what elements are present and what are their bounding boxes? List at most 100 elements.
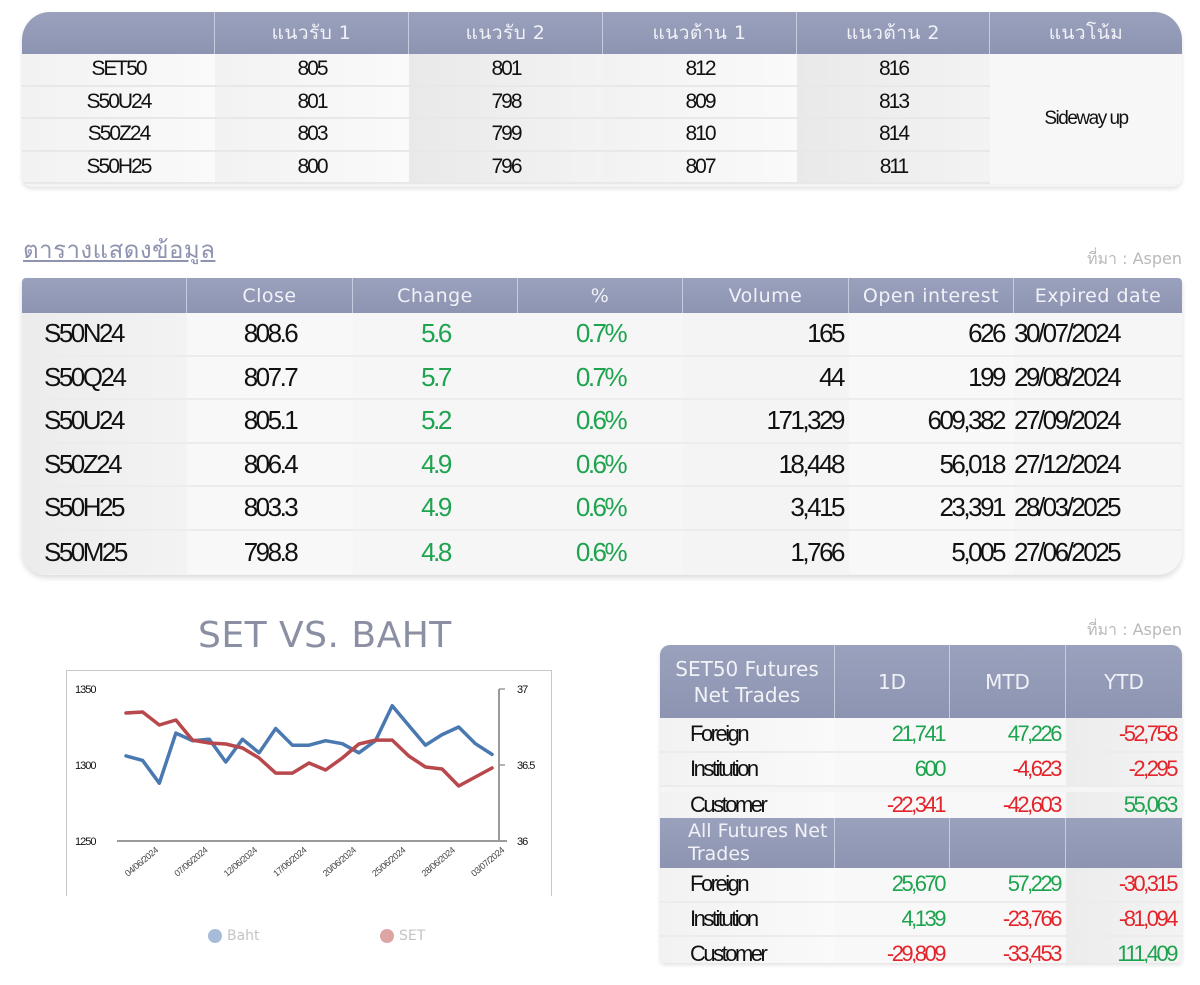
sr-resistance-2: 816 [797,54,990,87]
volume-cell: 18,448 [683,443,849,485]
value-ytd: -81,094 [1066,902,1182,935]
value-mtd: 47,226 [950,718,1066,751]
table-row: Institution 600 -4,623 -2,295 [660,752,1182,787]
data-header-open-interest: Open interest [849,278,1014,313]
net-trades-source: ที่มา : Aspen [1086,620,1182,639]
x-axis-tick: 04/06/2024 [123,845,160,879]
all-futures-header-blank [835,818,950,868]
symbol-cell: S50M25 [22,530,187,574]
volume-cell: 1,766 [683,530,849,574]
percent-cell: 0.6% [518,530,683,574]
net-trades-table: SET50 Futures Net Trades 1D MTD YTD Fore… [660,645,1182,963]
legend-dot-icon [380,929,394,943]
value-mtd: -4,623 [950,752,1066,785]
table-row: Foreign 21,741 47,226 -52,758 [660,718,1182,753]
sr-header-resistance-1: แนวต้าน 1 [603,12,797,54]
sr-header-support-1: แนวรับ 1 [215,12,409,54]
change-cell: 4.9 [353,443,518,485]
value-mtd: -33,453 [950,937,1066,963]
right-axis-tick: 37 [517,684,528,696]
symbol-cell: S50H25 [22,487,187,529]
left-axis-tick: 1350 [75,684,96,696]
sr-resistance-1: 809 [603,86,797,119]
legend-dot-icon [208,929,222,943]
expired-date-cell: 30/07/2024 [1014,313,1182,355]
data-table-source: ที่มา : Aspen [1086,249,1182,268]
close-cell: 805.1 [187,400,353,442]
investor-label: Customer [660,792,835,818]
legend-item-baht: Baht [208,928,260,944]
percent-cell: 0.6% [518,400,683,442]
close-cell: 808.6 [187,313,353,355]
volume-cell: 171,329 [683,400,849,442]
value-1d: 21,741 [835,718,950,751]
data-header-row: Close Change % Volume Open interest Expi… [22,278,1182,313]
expired-date-cell: 28/03/2025 [1014,487,1182,529]
all-futures-header-blank [1066,818,1182,868]
sr-header-support-2: แนวรับ 2 [409,12,603,54]
sr-symbol: SET50 [22,54,215,87]
change-cell: 5.6 [353,313,518,355]
legend-label: SET [399,928,426,944]
data-header-symbol [22,278,187,313]
data-header-change: Change [353,278,518,313]
chart-legend: Baht SET [208,928,448,950]
x-axis-tick: 28/06/2024 [420,845,457,879]
support-resistance-table: แนวรับ 1 แนวรับ 2 แนวต้าน 1 แนวต้าน 2 แน… [22,12,1182,187]
sr-header-trend: แนวโน้ม [1048,22,1124,44]
value-ytd: 55,063 [1066,792,1182,818]
sr-resistance-1: 812 [603,54,797,87]
all-futures-header-row: All Futures Net Trades [660,818,1182,868]
symbol-cell: S50U24 [22,400,187,442]
right-axis-tick: 36 [517,836,528,848]
table-row: S50M25 798.8 4.8 0.6% 1,766 5,005 27/06/… [22,530,1182,574]
table-row: S50Q24 807.7 5.7 0.7% 44 199 29/08/2024 [22,356,1182,400]
net-trades-header-row: SET50 Futures Net Trades 1D MTD YTD [660,645,1182,718]
sr-resistance-1: 807 [603,151,797,184]
sr-resistance-2: 811 [797,151,990,184]
value-mtd: 57,229 [950,868,1066,901]
sr-symbol: S50Z24 [22,119,215,152]
table-row: S50U24 805.1 5.2 0.6% 171,329 609,382 27… [22,400,1182,444]
change-cell: 4.8 [353,530,518,574]
chart-title: SET VS. BAHT [198,615,452,656]
investor-label: Foreign [660,868,835,901]
open-interest-cell: 56,018 [849,443,1014,485]
volume-cell: 44 [683,356,849,398]
futures-data-table: Close Change % Volume Open interest Expi… [22,278,1182,575]
sr-resistance-1: 810 [603,119,797,152]
open-interest-cell: 199 [849,356,1014,398]
series-line-set [124,710,494,788]
table-row: S50Z24 806.4 4.9 0.6% 18,448 56,018 27/1… [22,443,1182,487]
sr-support-2: 796 [409,151,603,184]
sr-support-1: 805 [215,54,409,87]
value-ytd: 111,409 [1066,937,1182,963]
expired-date-cell: 27/12/2024 [1014,443,1182,485]
left-axis-tick: 1250 [75,836,96,848]
change-cell: 5.2 [353,400,518,442]
change-cell: 4.9 [353,487,518,529]
sr-resistance-2: 813 [797,86,990,119]
sr-support-2: 799 [409,119,603,152]
legend-item-set: SET [380,928,425,944]
table-row: Customer -29,809 -33,453 111,409 [660,937,1182,963]
table-row: S50N24 808.6 5.6 0.7% 165 626 30/07/2024 [22,313,1182,357]
sr-header-blank [22,12,215,54]
value-1d: 25,670 [835,868,950,901]
investor-label: Institution [660,752,835,785]
open-interest-cell: 609,382 [849,400,1014,442]
value-ytd: -2,295 [1066,752,1182,785]
table-row: S50H25 803.3 4.9 0.6% 3,415 23,391 28/03… [22,487,1182,531]
table-row: Institution 4,139 -23,766 -81,094 [660,902,1182,937]
net-header-mtd: MTD [950,645,1066,718]
expired-date-cell: 29/08/2024 [1014,356,1182,398]
sr-symbol: S50U24 [22,86,215,119]
investor-label: Foreign [660,718,835,751]
percent-cell: 0.7% [518,356,683,398]
investor-label: Institution [660,902,835,935]
sr-trend-value: Sideway up [990,54,1182,184]
data-table-title: ตารางแสดงข้อมูล [23,236,216,264]
value-mtd: -42,603 [950,792,1066,818]
sr-support-1: 801 [215,86,409,119]
set-vs-baht-chart: 1350 1300 1250 37 36.5 36 04/06/2024 07/06/2024… [66,670,552,896]
